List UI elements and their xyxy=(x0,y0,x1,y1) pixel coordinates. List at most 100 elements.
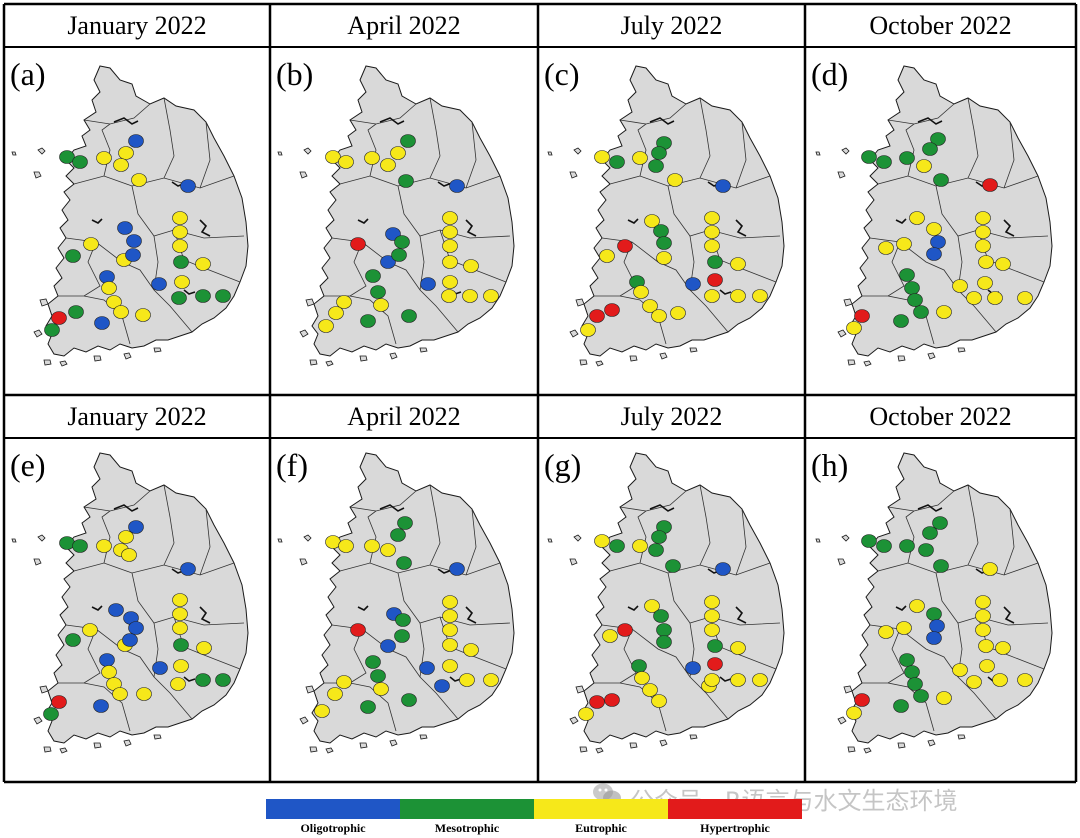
korea-map xyxy=(547,452,785,754)
site-marker-hypertrophic xyxy=(854,309,870,323)
site-marker-eutrophic xyxy=(136,687,152,701)
panel-title: July 2022 xyxy=(620,11,723,40)
province-boundary xyxy=(594,295,667,345)
site-marker-oligotrophic xyxy=(128,520,144,534)
site-marker-eutrophic xyxy=(390,146,406,160)
site-marker-eutrophic xyxy=(979,659,995,673)
site-marker-eutrophic xyxy=(978,255,994,269)
land-island xyxy=(43,746,52,753)
reservoir xyxy=(719,289,732,295)
land-mainland xyxy=(581,452,785,744)
site-marker-eutrophic xyxy=(112,687,128,701)
province-boundary xyxy=(667,572,781,626)
site-marker-mesotrophic xyxy=(43,707,59,721)
site-marker-hypertrophic xyxy=(51,695,67,709)
site-marker-eutrophic xyxy=(602,629,618,643)
reservoir xyxy=(1003,219,1015,237)
panel-grid xyxy=(2,2,1078,784)
panel-b: April 2022 (b) xyxy=(270,4,538,395)
land-island xyxy=(309,746,318,753)
land-island xyxy=(153,347,162,353)
site-marker-mesotrophic xyxy=(899,653,915,667)
site-marker-oligotrophic xyxy=(434,679,450,693)
province-boundary xyxy=(349,490,417,512)
province-boundary xyxy=(735,121,747,189)
site-marker-eutrophic xyxy=(463,259,479,273)
site-marker-oligotrophic xyxy=(94,316,110,330)
province-boundary xyxy=(465,508,477,576)
reservoir xyxy=(465,219,477,237)
land-island xyxy=(11,538,17,543)
land-island xyxy=(299,558,308,566)
site-marker-hypertrophic xyxy=(589,695,605,709)
site-marker-eutrophic xyxy=(632,151,648,165)
site-marker-eutrophic xyxy=(878,625,894,639)
site-marker-eutrophic xyxy=(926,222,942,236)
panel-title: October 2022 xyxy=(869,11,1012,40)
reservoir xyxy=(1003,606,1015,624)
province-boundary xyxy=(967,97,979,179)
province-boundary xyxy=(83,241,101,297)
land-island xyxy=(575,298,585,307)
site-marker-eutrophic xyxy=(644,214,660,228)
site-marker-eutrophic xyxy=(364,539,380,553)
site-marker-eutrophic xyxy=(704,211,720,225)
site-marker-eutrophic xyxy=(730,641,746,655)
site-marker-oligotrophic xyxy=(128,621,144,635)
site-marker-eutrophic xyxy=(987,291,1003,305)
panel-e: January 2022 (e) xyxy=(4,395,270,782)
site-marker-eutrophic xyxy=(380,543,396,557)
korea-map xyxy=(547,65,785,367)
site-marker-hypertrophic xyxy=(707,657,723,671)
site-marker-mesotrophic xyxy=(707,255,723,269)
land-mainland xyxy=(45,452,249,744)
province-boundary xyxy=(339,562,501,576)
province-boundary xyxy=(877,562,1039,576)
site-marker-eutrophic xyxy=(975,595,991,609)
site-marker-mesotrophic xyxy=(648,159,664,173)
land-island xyxy=(897,355,906,362)
site-marker-eutrophic xyxy=(195,257,211,271)
land-island xyxy=(325,747,334,754)
land-island xyxy=(325,360,334,367)
site-marker-mesotrophic xyxy=(65,249,81,263)
legend-label: Hypertrophic xyxy=(700,821,770,835)
land-island xyxy=(841,147,850,155)
site-marker-mesotrophic xyxy=(395,613,411,627)
land-island xyxy=(299,329,309,338)
land-island xyxy=(153,734,162,740)
site-marker-eutrophic xyxy=(380,158,396,172)
site-marker-mesotrophic xyxy=(913,305,929,319)
province-boundary xyxy=(131,185,245,239)
site-marker-eutrophic xyxy=(896,237,912,251)
land-island xyxy=(863,747,872,754)
site-marker-eutrophic xyxy=(328,306,344,320)
site-marker-eutrophic xyxy=(632,539,648,553)
site-marker-oligotrophic xyxy=(715,562,731,576)
site-marker-eutrophic xyxy=(463,643,479,657)
land-island xyxy=(579,359,588,366)
site-marker-mesotrophic xyxy=(932,516,948,530)
land-island xyxy=(659,739,668,747)
panel-title: July 2022 xyxy=(620,402,723,431)
site-marker-hypertrophic xyxy=(617,623,633,637)
site-marker-eutrophic xyxy=(644,599,660,613)
site-marker-eutrophic xyxy=(459,673,475,687)
site-marker-eutrophic xyxy=(172,211,188,225)
panel-title: October 2022 xyxy=(869,402,1012,431)
site-marker-oligotrophic xyxy=(125,248,141,262)
site-marker-mesotrophic xyxy=(215,289,231,303)
site-marker-mesotrophic xyxy=(893,314,909,328)
site-marker-eutrophic xyxy=(325,150,341,164)
site-marker-eutrophic xyxy=(174,275,190,289)
province-boundary xyxy=(83,103,151,125)
panel-title: April 2022 xyxy=(347,11,461,40)
site-marker-mesotrophic xyxy=(398,174,414,188)
site-marker-mesotrophic xyxy=(171,291,187,305)
land-island xyxy=(837,558,846,566)
site-marker-oligotrophic xyxy=(180,562,196,576)
land-island xyxy=(595,747,604,754)
reservoir xyxy=(379,117,405,125)
land-island xyxy=(579,746,588,753)
province-boundary xyxy=(397,572,511,626)
